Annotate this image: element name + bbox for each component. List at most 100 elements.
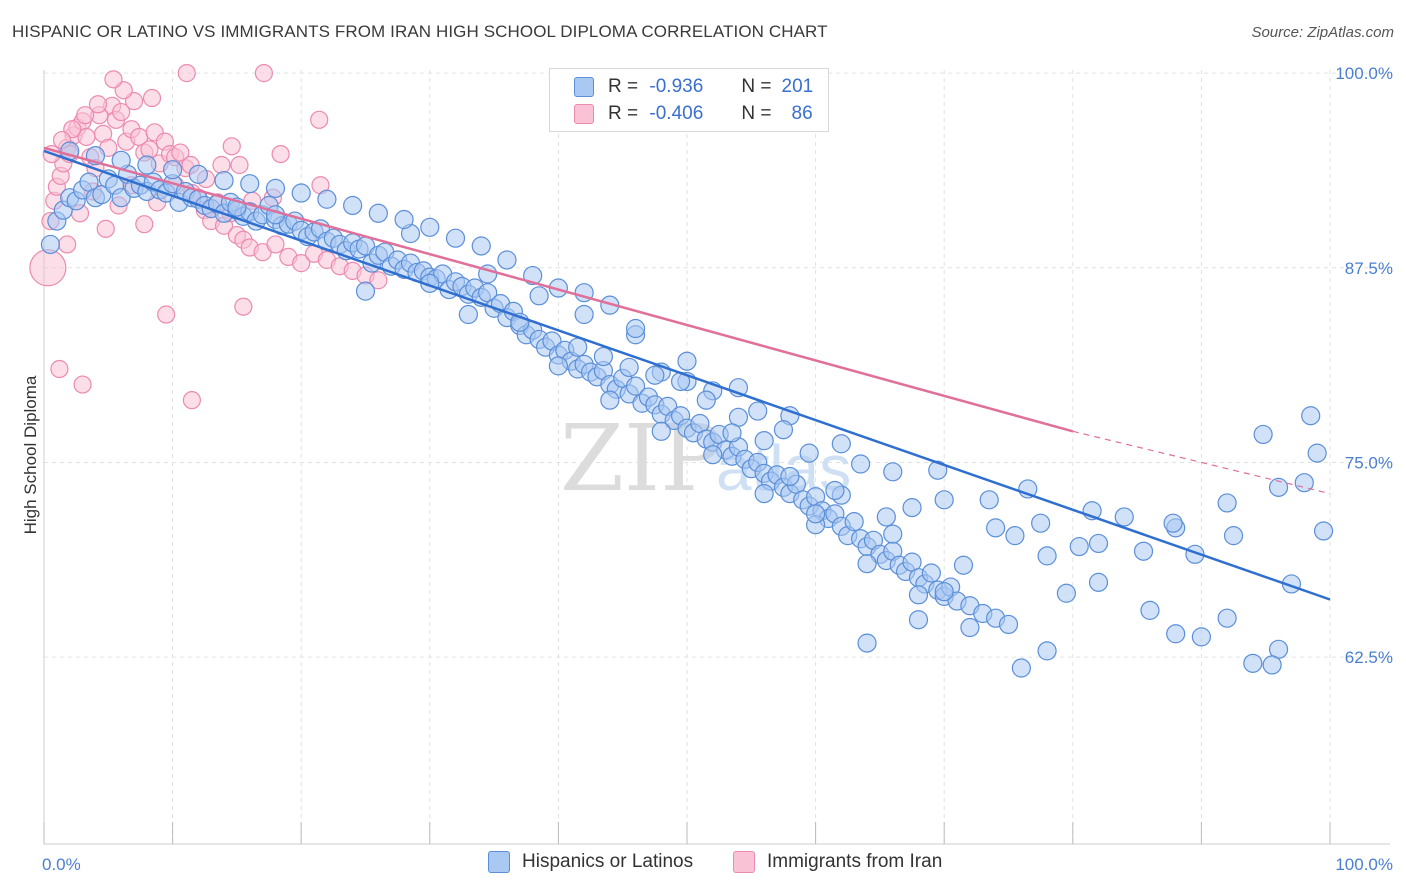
data-point-hispanic [780, 466, 800, 487]
data-point-hispanic [722, 423, 742, 443]
data-point-hispanic [593, 346, 614, 367]
data-point-hispanic [1268, 477, 1289, 497]
data-point-hispanic [934, 582, 954, 602]
data-point-iran [212, 155, 231, 175]
data-point-hispanic [902, 498, 922, 518]
data-point-hispanic [857, 633, 877, 653]
data-point-hispanic [953, 555, 974, 575]
data-point-hispanic [1069, 536, 1089, 557]
data-point-hispanic [651, 421, 671, 441]
data-point-hispanic [368, 203, 388, 223]
r-value: -0.406 [649, 103, 704, 124]
data-point-hispanic [986, 518, 1006, 538]
data-point-hispanic [703, 445, 723, 465]
data-point-iran [73, 375, 92, 394]
axes [43, 70, 1390, 845]
data-point-hispanic [163, 160, 183, 180]
data-point-iran [230, 155, 249, 175]
data-point-hispanic [979, 490, 999, 510]
data-point-hispanic [1133, 541, 1154, 561]
data-point-hispanic [921, 563, 941, 583]
data-point-iran [104, 70, 123, 89]
data-point-iran [142, 88, 162, 108]
data-point-hispanic [844, 512, 864, 532]
data-point-hispanic [1056, 583, 1076, 603]
data-point-hispanic [355, 281, 376, 301]
series-legend: Hispanics or Latinos Immigrants from Ira… [0, 851, 1406, 879]
data-point-hispanic [1037, 546, 1057, 566]
r-label: R = [608, 103, 639, 124]
data-point-hispanic [696, 390, 716, 410]
data-point-hispanic [1307, 443, 1327, 463]
y-tick-label: 75.0% [1345, 453, 1393, 472]
data-point-hispanic [394, 209, 414, 230]
data-point-hispanic [876, 507, 896, 527]
data-point-hispanic [111, 188, 131, 208]
data-point-iran [50, 359, 69, 379]
blue-swatch-icon [574, 77, 594, 97]
data-point-hispanic [1301, 406, 1321, 426]
data-point-hispanic [908, 585, 929, 605]
data-point-iran [76, 106, 95, 125]
data-point-hispanic [998, 614, 1019, 635]
data-point-iran [112, 102, 131, 122]
stats-legend: R = -0.936 N = 201 R = -0.406 N = 86 [549, 68, 829, 132]
data-point-hispanic [1243, 653, 1263, 673]
data-point-hispanic [677, 351, 697, 371]
trend-line-hispanics [43, 149, 1331, 601]
data-point-iran [266, 235, 285, 254]
data-point-hispanic [1011, 658, 1031, 678]
data-point-hispanic [825, 480, 845, 501]
data-point-hispanic [883, 462, 903, 482]
data-point-iran [182, 391, 201, 410]
data-point-hispanic [1217, 608, 1237, 628]
data-point-iran [222, 137, 241, 156]
data-point-hispanic [1191, 627, 1212, 647]
trend-line-iran-extension [1072, 430, 1331, 495]
data-point-hispanic [1037, 641, 1057, 661]
data-point-hispanic [831, 434, 851, 454]
data-point-hispanic [851, 454, 871, 474]
stats-row-blue: R = -0.936 N = 201 [574, 74, 813, 100]
trend-lines [43, 146, 1331, 601]
y-tick-label: 100.0% [1335, 64, 1393, 83]
data-point-hispanic [645, 365, 665, 385]
tick-labels: 62.5% 75.0% 87.5% 100.0% 0.0% 100.0% [42, 64, 1393, 874]
data-point-hispanic [799, 443, 819, 463]
data-point-iran [310, 110, 329, 129]
data-point-hispanic [1294, 473, 1314, 493]
data-point-hispanic [471, 236, 491, 256]
legend-item-iran: Immigrants from Iran [733, 851, 942, 873]
blue-swatch-icon [488, 851, 510, 873]
data-point-hispanic [600, 390, 620, 410]
data-point-iran [157, 305, 176, 324]
data-point-hispanic [1217, 493, 1237, 513]
r-value: -0.936 [649, 76, 704, 97]
data-point-iran [58, 235, 77, 254]
pink-swatch-icon [574, 104, 594, 124]
y-tick-label: 62.5% [1345, 648, 1393, 667]
data-point-iran [88, 95, 108, 114]
legend-item-hispanics: Hispanics or Latinos [488, 851, 693, 873]
data-point-hispanic [934, 490, 954, 510]
data-point-iran [254, 64, 274, 83]
chart-title: HISPANIC OR LATINO VS IMMIGRANTS FROM IR… [12, 22, 828, 41]
n-value: 86 [791, 103, 813, 124]
legend-label: Hispanics or Latinos [522, 851, 694, 872]
data-point-hispanic [1140, 600, 1160, 620]
data-point-hispanic [568, 337, 588, 357]
trend-line-iran [43, 146, 1074, 433]
data-point-hispanic [748, 401, 768, 421]
data-point-hispanic [291, 183, 311, 203]
data-point-hispanic [317, 189, 337, 209]
data-point-hispanic [420, 217, 440, 237]
y-tick-label: 87.5% [1345, 259, 1393, 278]
data-point-hispanic [1166, 624, 1186, 644]
data-point-hispanic [908, 610, 929, 630]
x-tick-label: 100.0% [1335, 855, 1393, 874]
data-point-hispanic [1313, 521, 1334, 541]
data-point-hispanic [265, 178, 286, 198]
data-point-hispanic [773, 420, 794, 440]
chart-source: Source: ZipAtlas.com [1251, 24, 1394, 41]
